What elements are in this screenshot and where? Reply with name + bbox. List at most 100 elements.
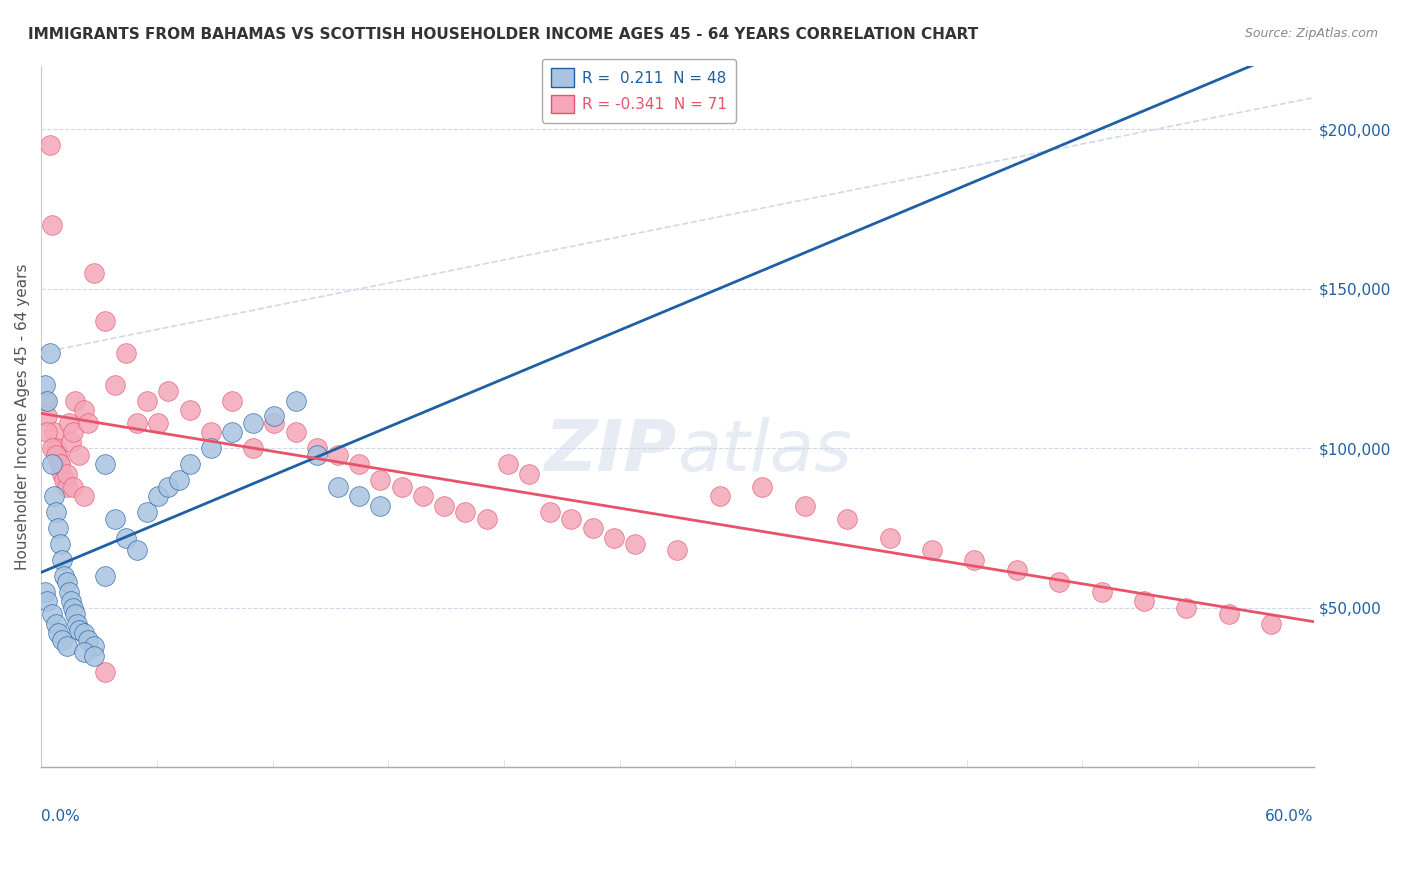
Point <box>72 403 94 417</box>
Point <box>55 575 77 590</box>
Point <box>45 616 67 631</box>
Point <box>72 645 94 659</box>
Point <box>391 480 413 494</box>
Text: atlas: atlas <box>678 417 852 486</box>
Text: Source: ZipAtlas.com: Source: ZipAtlas.com <box>1244 27 1378 40</box>
Point <box>45 442 67 456</box>
Point <box>326 448 349 462</box>
Point <box>76 632 98 647</box>
Point <box>66 616 89 631</box>
Point <box>496 458 519 472</box>
Point <box>200 425 222 440</box>
Point <box>349 458 371 472</box>
Point <box>221 393 243 408</box>
Point <box>37 409 59 424</box>
Point <box>370 473 392 487</box>
Point <box>49 458 72 472</box>
Point <box>93 665 115 679</box>
Point <box>62 600 84 615</box>
Point <box>41 218 63 232</box>
Point <box>1260 616 1282 631</box>
Point <box>349 489 371 503</box>
Point <box>42 489 65 503</box>
Point <box>37 425 59 440</box>
Point <box>221 425 243 440</box>
Point <box>326 480 349 494</box>
Point <box>560 511 582 525</box>
Point <box>51 553 73 567</box>
Point <box>104 511 127 525</box>
Point <box>793 499 815 513</box>
Point <box>46 626 69 640</box>
Point <box>38 138 60 153</box>
Point <box>37 393 59 408</box>
Point <box>179 403 201 417</box>
Point <box>63 393 86 408</box>
Point <box>83 639 105 653</box>
Point <box>200 442 222 456</box>
Point <box>263 409 285 424</box>
Point <box>115 345 138 359</box>
Point <box>34 377 56 392</box>
Point <box>709 489 731 503</box>
Point <box>581 521 603 535</box>
Point <box>38 345 60 359</box>
Text: 60.0%: 60.0% <box>1265 809 1313 824</box>
Point <box>104 377 127 392</box>
Point <box>167 473 190 487</box>
Point <box>49 537 72 551</box>
Point <box>125 416 148 430</box>
Point <box>53 569 76 583</box>
Point <box>34 585 56 599</box>
Point <box>55 639 77 653</box>
Point <box>59 594 82 608</box>
Point <box>1175 600 1198 615</box>
Point <box>67 623 90 637</box>
Point <box>45 448 67 462</box>
Point <box>34 393 56 408</box>
Point <box>412 489 434 503</box>
Point <box>115 531 138 545</box>
Point <box>51 632 73 647</box>
Point <box>93 458 115 472</box>
Point <box>1133 594 1156 608</box>
Point <box>751 480 773 494</box>
Point <box>51 467 73 481</box>
Point <box>59 435 82 450</box>
Point <box>921 543 943 558</box>
Point <box>55 467 77 481</box>
Point <box>49 458 72 472</box>
Point <box>72 626 94 640</box>
Point <box>72 489 94 503</box>
Point <box>242 416 264 430</box>
Point <box>370 499 392 513</box>
Point <box>284 425 307 440</box>
Point <box>53 473 76 487</box>
Point <box>58 585 80 599</box>
Point <box>837 511 859 525</box>
Point <box>93 569 115 583</box>
Y-axis label: Householder Income Ages 45 - 64 years: Householder Income Ages 45 - 64 years <box>15 263 30 570</box>
Point <box>284 393 307 408</box>
Point <box>433 499 456 513</box>
Point <box>242 442 264 456</box>
Point <box>83 648 105 663</box>
Point <box>41 442 63 456</box>
Point <box>37 594 59 608</box>
Point <box>1218 607 1240 622</box>
Point <box>45 505 67 519</box>
Point <box>879 531 901 545</box>
Point <box>157 480 180 494</box>
Point <box>603 531 626 545</box>
Point <box>58 416 80 430</box>
Point <box>666 543 689 558</box>
Point <box>46 448 69 462</box>
Point <box>67 448 90 462</box>
Point <box>46 521 69 535</box>
Point <box>538 505 561 519</box>
Point <box>1005 563 1028 577</box>
Point <box>305 448 328 462</box>
Point <box>125 543 148 558</box>
Text: ZIP: ZIP <box>546 417 678 486</box>
Point <box>517 467 540 481</box>
